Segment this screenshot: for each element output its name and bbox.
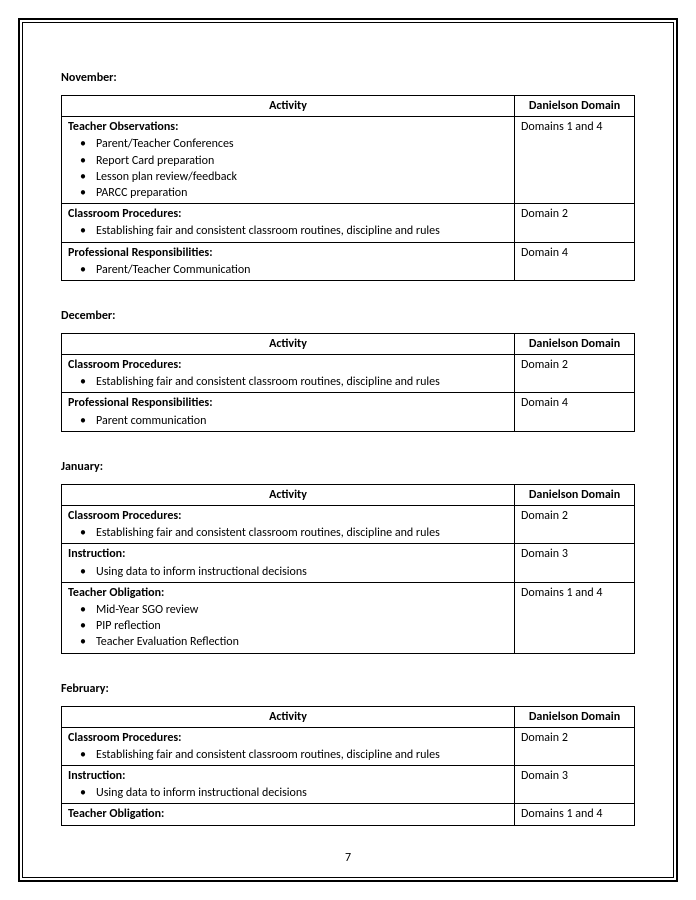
bullet-item: Parent/Teacher Conferences [96, 136, 508, 152]
section-title: February: [61, 682, 635, 696]
activity-heading: Classroom Procedures: [68, 731, 181, 745]
bullet-list: Using data to inform instructional decis… [68, 785, 508, 801]
bullet-item: Mid-Year SGO review [96, 602, 508, 618]
section-title: November: [61, 71, 635, 85]
bullet-list: Establishing fair and consistent classro… [68, 525, 508, 541]
activity-heading: Professional Responsibilities: [68, 396, 213, 410]
table-row: Teacher Observations: Parent/Teacher Conf… [62, 117, 635, 204]
bullet-list: Using data to inform instructional decis… [68, 564, 508, 580]
bullet-item: Establishing fair and consistent classro… [96, 525, 508, 541]
activity-cell: Instruction: Using data to inform instruc… [62, 766, 515, 804]
activity-cell: Teacher Obligation: Mid-Year SGO reviewPI… [62, 582, 515, 653]
inner-frame: November:ActivityDanielson DomainTeacher… [22, 22, 674, 878]
table-row: Instruction: Using data to inform instruc… [62, 544, 635, 582]
col-header-activity: Activity [62, 96, 515, 117]
activity-heading: Classroom Procedures: [68, 358, 181, 372]
bullet-item: PARCC preparation [96, 185, 508, 201]
bullet-list: Parent/Teacher ConferencesReport Card pr… [68, 136, 508, 201]
domain-cell: Domain 3 [515, 766, 635, 804]
bullet-item: Parent communication [96, 413, 508, 429]
col-header-domain: Danielson Domain [515, 96, 635, 117]
table-row: Professional Responsibilities: Parent/Tea… [62, 242, 635, 280]
activity-heading: Classroom Procedures: [68, 509, 181, 523]
col-header-domain: Danielson Domain [515, 484, 635, 505]
activity-cell: Instruction: Using data to inform instruc… [62, 544, 515, 582]
section-title: January: [61, 460, 635, 474]
page-number: 7 [23, 851, 673, 865]
table-row: Classroom Procedures: Establishing fair a… [62, 506, 635, 544]
bullet-item: Establishing fair and consistent classro… [96, 374, 508, 390]
bullet-list: Parent communication [68, 413, 508, 429]
activity-cell: Teacher Observations: Parent/Teacher Conf… [62, 117, 515, 204]
domain-cell: Domain 2 [515, 506, 635, 544]
bullet-item: Establishing fair and consistent classro… [96, 747, 508, 763]
activity-cell: Classroom Procedures: Establishing fair a… [62, 727, 515, 765]
table-row: Teacher Obligation: Domains 1 and 4 [62, 804, 635, 825]
bullet-list: Establishing fair and consistent classro… [68, 374, 508, 390]
domain-cell: Domain 2 [515, 204, 635, 242]
bullet-item: PIP reflection [96, 618, 508, 634]
activity-table: ActivityDanielson DomainTeacher Observat… [61, 95, 635, 281]
table-row: Classroom Procedures: Establishing fair a… [62, 204, 635, 242]
activity-heading: Classroom Procedures: [68, 207, 181, 221]
col-header-domain: Danielson Domain [515, 333, 635, 354]
activity-heading: Instruction: [68, 769, 125, 783]
bullet-list: Establishing fair and consistent classro… [68, 223, 508, 239]
col-header-activity: Activity [62, 333, 515, 354]
bullet-list: Parent/Teacher Communication [68, 262, 508, 278]
bullet-list: Establishing fair and consistent classro… [68, 747, 508, 763]
domain-cell: Domain 2 [515, 355, 635, 393]
col-header-activity: Activity [62, 484, 515, 505]
activity-cell: Teacher Obligation: [62, 804, 515, 825]
domain-cell: Domain 4 [515, 242, 635, 280]
activity-cell: Classroom Procedures: Establishing fair a… [62, 204, 515, 242]
activity-table: ActivityDanielson DomainClassroom Proced… [61, 333, 635, 432]
bullet-item: Report Card preparation [96, 153, 508, 169]
activity-cell: Classroom Procedures: Establishing fair a… [62, 506, 515, 544]
domain-cell: Domains 1 and 4 [515, 804, 635, 825]
bullet-item: Teacher Evaluation Reflection [96, 634, 508, 650]
bullet-item: Using data to inform instructional decis… [96, 564, 508, 580]
domain-cell: Domains 1 and 4 [515, 582, 635, 653]
domain-cell: Domain 2 [515, 727, 635, 765]
bullet-item: Lesson plan review/feedback [96, 169, 508, 185]
activity-heading: Teacher Obligation: [68, 807, 164, 821]
activity-heading: Professional Responsibilities: [68, 246, 213, 260]
col-header-activity: Activity [62, 706, 515, 727]
bullet-item: Parent/Teacher Communication [96, 262, 508, 278]
bullet-item: Establishing fair and consistent classro… [96, 223, 508, 239]
domain-cell: Domain 3 [515, 544, 635, 582]
activity-table: ActivityDanielson DomainClassroom Proced… [61, 484, 635, 654]
activity-table: ActivityDanielson DomainClassroom Proced… [61, 706, 635, 826]
activity-heading: Teacher Obligation: [68, 586, 164, 600]
domain-cell: Domains 1 and 4 [515, 117, 635, 204]
domain-cell: Domain 4 [515, 393, 635, 431]
table-row: Professional Responsibilities: Parent com… [62, 393, 635, 431]
activity-cell: Professional Responsibilities: Parent/Tea… [62, 242, 515, 280]
bullet-item: Using data to inform instructional decis… [96, 785, 508, 801]
section-title: December: [61, 309, 635, 323]
table-row: Instruction: Using data to inform instruc… [62, 766, 635, 804]
outer-frame: November:ActivityDanielson DomainTeacher… [18, 18, 678, 882]
activity-cell: Classroom Procedures: Establishing fair a… [62, 355, 515, 393]
table-row: Classroom Procedures: Establishing fair a… [62, 727, 635, 765]
table-row: Teacher Obligation: Mid-Year SGO reviewPI… [62, 582, 635, 653]
col-header-domain: Danielson Domain [515, 706, 635, 727]
activity-heading: Instruction: [68, 547, 125, 561]
table-row: Classroom Procedures: Establishing fair a… [62, 355, 635, 393]
bullet-list: Mid-Year SGO reviewPIP reflectionTeacher… [68, 602, 508, 651]
activity-heading: Teacher Observations: [68, 120, 178, 134]
activity-cell: Professional Responsibilities: Parent com… [62, 393, 515, 431]
document-body: November:ActivityDanielson DomainTeacher… [61, 71, 635, 826]
